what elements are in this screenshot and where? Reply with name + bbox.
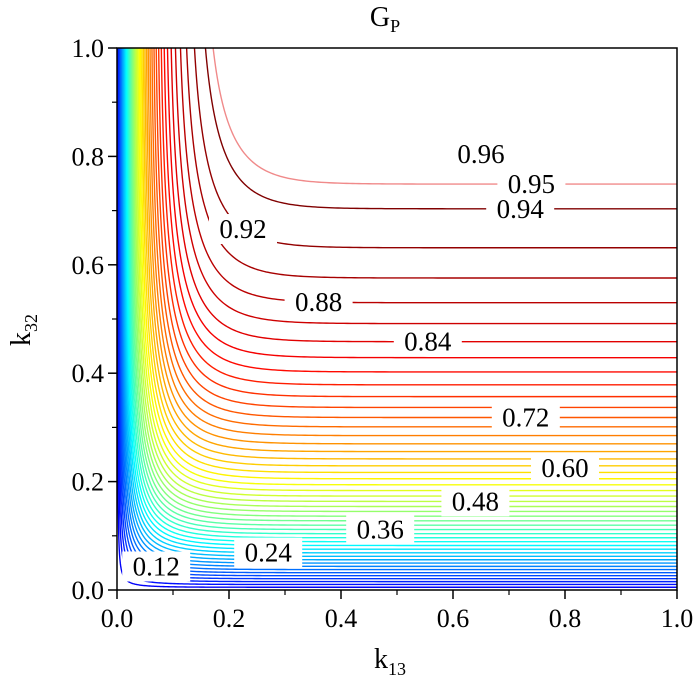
contour-label-bg: [209, 214, 277, 245]
y-label-sub: 32: [21, 314, 41, 332]
y-tick-label: 1.0: [72, 34, 105, 63]
x-tick-label: 0.0: [101, 604, 134, 633]
contour-line: [157, 47, 677, 398]
contour-line: [139, 48, 677, 480]
contour-line: [204, 47, 677, 210]
contour-line: [121, 48, 677, 564]
contour-label-bg: [284, 286, 353, 317]
x-tick-label: 0.2: [213, 604, 246, 633]
contour-line: [212, 47, 677, 185]
contour-line: [120, 48, 677, 571]
y-label-main: k: [6, 332, 37, 346]
plot-frame: [116, 47, 678, 591]
contour-label-bg: [393, 326, 462, 357]
contour-label: 0.84: [404, 327, 452, 357]
x-tick-label: 0.4: [325, 604, 358, 633]
contour-label: 0.24: [245, 538, 293, 568]
x-label-sub: 13: [388, 659, 406, 679]
contour-line: [123, 48, 677, 558]
contour-label-bg: [531, 453, 599, 484]
contour-label-bg: [447, 138, 515, 169]
contour-line: [160, 48, 677, 386]
contour-label-bg: [234, 537, 303, 568]
contour-label: 0.92: [219, 214, 266, 244]
y-tick-label: 0.2: [72, 468, 105, 497]
x-axis-label: k13: [374, 644, 406, 679]
contour-line: [142, 48, 677, 467]
contour-line: [124, 48, 677, 550]
y-tick-label: 0.6: [72, 251, 105, 280]
contour-line: [129, 48, 677, 531]
y-tick-label: 0.8: [72, 142, 105, 171]
y-axis-label: k32: [6, 314, 41, 346]
contour-label-bg: [441, 486, 510, 517]
contour-line: [145, 48, 677, 453]
contour-line: [117, 48, 677, 586]
x-label-main: k: [374, 644, 388, 675]
contour-label: 0.36: [357, 515, 404, 545]
contour-label: 0.88: [295, 287, 342, 317]
contour-label-bg: [497, 169, 566, 200]
contour-line: [170, 48, 677, 343]
y-tick-label: 0.4: [72, 359, 105, 388]
x-tick-label: 0.8: [549, 604, 582, 633]
contour-line: [125, 48, 677, 547]
x-tick-label: 1.0: [661, 604, 694, 633]
contour-line: [130, 48, 677, 522]
contour-line: [141, 48, 677, 474]
contour-line: [121, 48, 677, 568]
contour-line: [134, 48, 677, 508]
contour-line: [126, 48, 677, 543]
contour-line: [166, 48, 677, 359]
contour-label-bg: [346, 514, 415, 545]
contour-line: [119, 48, 677, 574]
title-main: G: [370, 2, 390, 33]
contour-label: 0.96: [457, 139, 504, 169]
contour-line: [128, 48, 677, 535]
contour-line: [122, 48, 677, 561]
contour-label: 0.48: [452, 486, 499, 516]
contour-label: 0.95: [508, 169, 555, 199]
contour-line: [118, 48, 677, 580]
contour-line: [179, 48, 677, 304]
contour-line: [144, 48, 677, 460]
y-tick-label: 0.0: [72, 576, 105, 605]
contour-label: 0.72: [502, 403, 549, 433]
x-tick-label: 0.6: [437, 604, 470, 633]
contour-line: [124, 48, 677, 554]
contour-label-bg: [491, 402, 560, 433]
contour-line: [151, 48, 677, 428]
chart-title: GP: [370, 2, 400, 36]
contour-line: [147, 48, 677, 445]
contour-line: [174, 48, 677, 325]
contour-line: [153, 48, 677, 419]
contour-line: [138, 48, 677, 486]
contour-line: [127, 48, 677, 539]
contour-line: [130, 48, 677, 526]
contour-line: [149, 48, 677, 437]
contour-label-bg: [122, 551, 191, 582]
contour-line: [135, 48, 677, 503]
contour-label: 0.12: [133, 551, 180, 581]
contour-line: [131, 48, 677, 517]
contour-line: [137, 48, 677, 492]
contour-line: [163, 48, 677, 373]
contour-line: [116, 48, 677, 588]
title-sub: P: [390, 16, 400, 36]
contour-line: [185, 48, 677, 279]
contour-line: [155, 48, 677, 409]
contour-label: 0.60: [541, 453, 588, 483]
plot-area: 0.12 0.240.360.480.600.720.840.880.920.94…: [72, 34, 694, 633]
